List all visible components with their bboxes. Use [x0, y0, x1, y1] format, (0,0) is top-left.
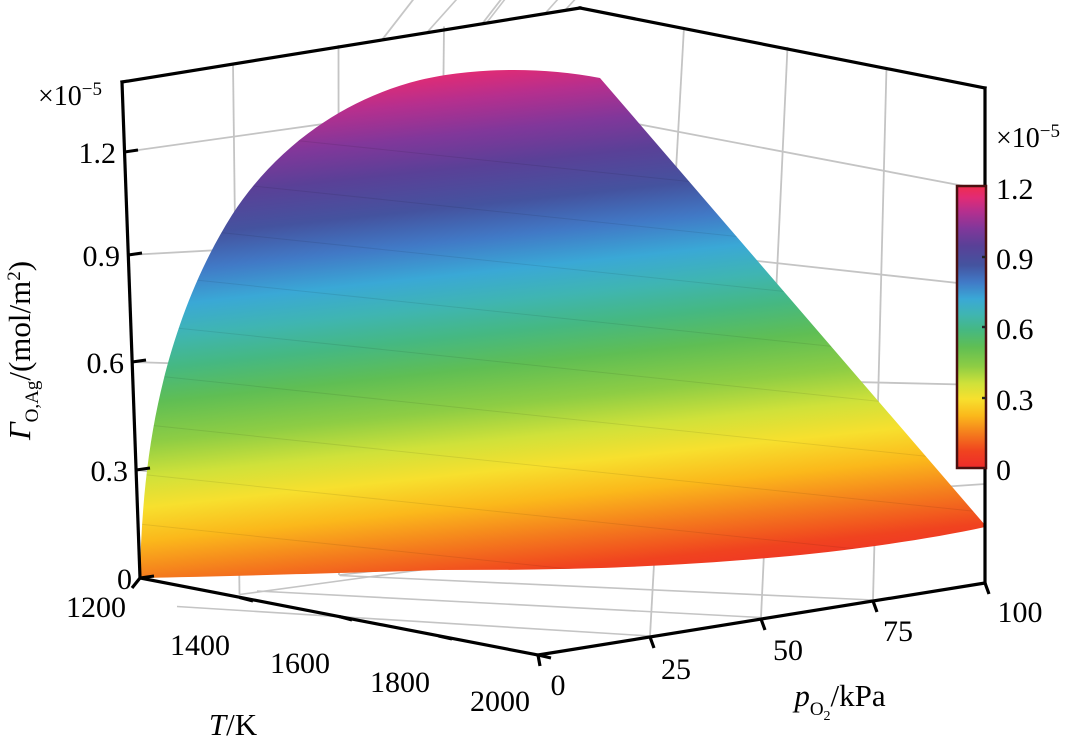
y-ticks	[536, 582, 991, 667]
y-tick-50: 50	[773, 634, 803, 667]
z-ticks	[124, 148, 155, 580]
colorbar-exponent: ×10−5	[996, 121, 1060, 154]
z-axis-title: ΓO,Ag/(mol/m2)	[2, 261, 43, 441]
y-tick-0: 0	[551, 669, 566, 702]
svg-text:ΓO,Ag/(mol/m2): ΓO,Ag/(mol/m2)	[2, 261, 43, 441]
y-tick-100: 100	[998, 596, 1043, 629]
y-tick-labels: 0 25 50 75 100	[551, 596, 1043, 702]
colorbar-ticks	[982, 255, 986, 400]
top-back-right-edge	[578, 6, 987, 90]
z-axis-line	[120, 80, 142, 580]
x-ticks	[130, 577, 552, 660]
grid-floor-p	[176, 574, 874, 637]
colorbar-tick-1.2: 1.2	[996, 173, 1034, 206]
colorbar[interactable]	[955, 184, 988, 470]
x-tick-2000: 2000	[470, 685, 530, 718]
z-tick-0.3: 0.3	[91, 455, 129, 488]
colorbar-tick-0: 0	[996, 454, 1011, 487]
z-tick-0.6: 0.6	[87, 347, 125, 380]
x-tick-1400: 1400	[170, 629, 230, 662]
y-axis-title: pO2/kPa	[792, 678, 886, 724]
x-tick-1600: 1600	[270, 647, 330, 680]
x-tick-labels: 1200 1400 1600 1800 2000	[66, 591, 530, 718]
colorbar-tick-0.6: 0.6	[996, 313, 1034, 346]
colorbar-tick-0.9: 0.9	[996, 243, 1034, 276]
z-tick-0.9: 0.9	[83, 240, 121, 273]
colorbar-tick-0.3: 0.3	[996, 384, 1034, 417]
y-tick-25: 25	[661, 653, 691, 686]
z-axis-exponent: ×10−5	[38, 79, 102, 112]
x-axis-title: T/K	[209, 707, 258, 742]
x-tick-1200: 1200	[66, 591, 126, 624]
top-back-left-edge	[120, 6, 582, 84]
z-tick-0: 0	[117, 563, 132, 596]
y-tick-75: 75	[883, 615, 913, 648]
x-tick-1800: 1800	[370, 666, 430, 699]
colorbar-tick-labels: 1.2 0.9 0.6 0.3 0	[996, 173, 1034, 487]
colorbar-gradient[interactable]	[955, 184, 988, 470]
z-tick-1.2: 1.2	[79, 137, 117, 170]
z-tick-labels: 1.2 0.9 0.6 0.3 0	[79, 137, 133, 596]
